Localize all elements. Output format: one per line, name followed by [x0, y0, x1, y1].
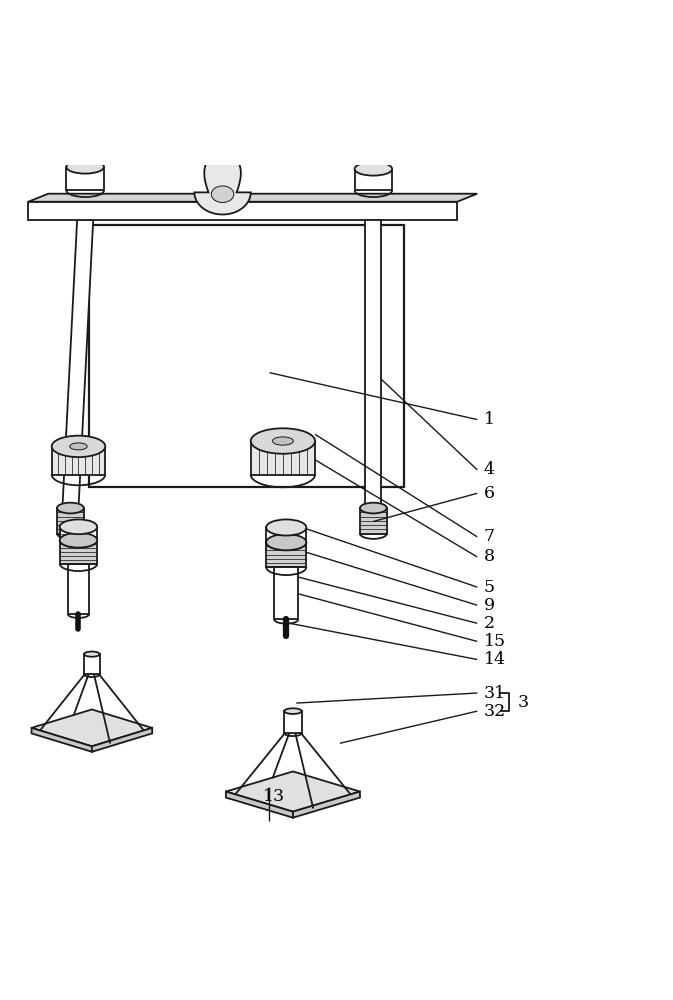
- Ellipse shape: [211, 186, 234, 203]
- Polygon shape: [60, 540, 97, 564]
- Text: 3: 3: [518, 694, 528, 711]
- Polygon shape: [89, 225, 404, 487]
- Polygon shape: [266, 542, 306, 567]
- Polygon shape: [194, 154, 251, 214]
- Polygon shape: [32, 709, 152, 746]
- Text: 14: 14: [484, 651, 506, 668]
- Ellipse shape: [57, 503, 84, 513]
- Text: 1: 1: [484, 411, 495, 428]
- Polygon shape: [32, 728, 92, 752]
- Ellipse shape: [273, 437, 293, 445]
- Polygon shape: [226, 792, 293, 818]
- Text: 5: 5: [484, 579, 495, 596]
- Ellipse shape: [355, 162, 392, 176]
- Polygon shape: [365, 220, 382, 508]
- Polygon shape: [84, 654, 100, 674]
- Text: 8: 8: [484, 548, 495, 565]
- Polygon shape: [28, 194, 477, 202]
- Ellipse shape: [60, 519, 97, 534]
- Ellipse shape: [360, 503, 387, 513]
- Polygon shape: [226, 771, 360, 812]
- Text: 2: 2: [484, 615, 495, 632]
- Text: 9: 9: [484, 597, 495, 614]
- Polygon shape: [251, 441, 315, 475]
- Polygon shape: [63, 220, 93, 508]
- Ellipse shape: [266, 534, 306, 550]
- Text: 6: 6: [484, 485, 495, 502]
- Text: 7: 7: [484, 528, 495, 545]
- Polygon shape: [68, 564, 90, 614]
- Ellipse shape: [84, 652, 100, 657]
- Polygon shape: [274, 567, 298, 619]
- Polygon shape: [57, 508, 84, 534]
- Ellipse shape: [60, 533, 97, 548]
- Text: 4: 4: [484, 461, 495, 478]
- Ellipse shape: [251, 428, 315, 454]
- Text: 32: 32: [484, 703, 506, 720]
- Polygon shape: [67, 167, 104, 190]
- Polygon shape: [52, 446, 105, 475]
- Polygon shape: [92, 728, 152, 752]
- Polygon shape: [266, 527, 306, 542]
- Polygon shape: [28, 202, 457, 220]
- Polygon shape: [360, 508, 387, 534]
- Ellipse shape: [284, 708, 302, 714]
- Text: 15: 15: [484, 633, 506, 650]
- Polygon shape: [293, 792, 360, 818]
- Ellipse shape: [52, 436, 105, 457]
- Ellipse shape: [67, 160, 104, 174]
- Text: 31: 31: [484, 685, 506, 702]
- Ellipse shape: [70, 443, 87, 450]
- Polygon shape: [355, 169, 392, 190]
- Text: 13: 13: [262, 788, 285, 805]
- Ellipse shape: [266, 519, 306, 536]
- Polygon shape: [284, 711, 302, 733]
- Polygon shape: [60, 527, 97, 540]
